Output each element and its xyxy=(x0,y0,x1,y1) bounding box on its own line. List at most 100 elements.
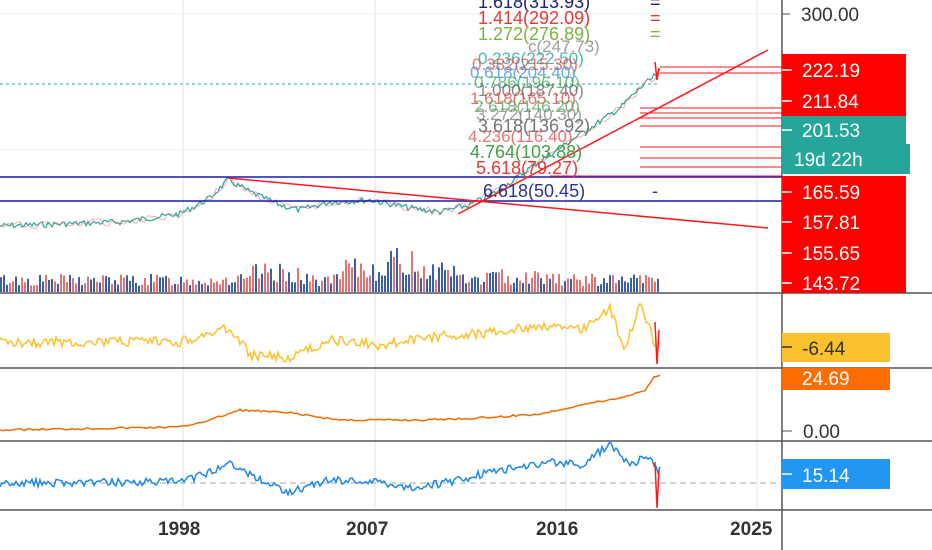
volume-bar xyxy=(345,259,347,292)
volume-bar xyxy=(297,267,299,292)
zero-label: 0.00 xyxy=(803,422,840,443)
volume-bar xyxy=(444,270,446,292)
svg-text:1.618(165.10): 1.618(165.10) xyxy=(470,89,576,108)
volume-bar xyxy=(435,279,437,292)
volume-bar xyxy=(183,282,185,292)
svg-text:2025: 2025 xyxy=(730,519,773,540)
svg-text:4.236(116.40): 4.236(116.40) xyxy=(468,127,573,146)
volume-bar xyxy=(81,285,83,292)
volume-bar xyxy=(138,285,140,292)
volume-bar xyxy=(597,286,599,292)
volume-bar xyxy=(531,277,533,292)
svg-text:157.81: 157.81 xyxy=(802,213,860,234)
volume-bar xyxy=(432,264,434,292)
volume-bar xyxy=(495,272,497,292)
pane-separators xyxy=(0,292,932,511)
volume-bar xyxy=(471,278,473,292)
volume-bar xyxy=(33,285,35,292)
volume-bar xyxy=(366,277,368,292)
svg-text:15.14: 15.14 xyxy=(802,466,850,487)
volume-bar xyxy=(117,284,119,292)
price-badges: 222.19 211.84 201.53 19d 22h 165.59 157.… xyxy=(782,54,910,295)
svg-text:2.618(146.20): 2.618(146.20) xyxy=(474,97,580,116)
volume-bar xyxy=(108,277,110,292)
volume-bar xyxy=(423,266,425,292)
volume-bar xyxy=(102,275,104,292)
volume-bar xyxy=(636,278,638,292)
volume-bar xyxy=(15,276,17,292)
volume-bar xyxy=(447,269,449,292)
volume-bar xyxy=(462,274,464,292)
volume-bar xyxy=(69,274,71,292)
volume-bar xyxy=(75,283,77,292)
volume-bar xyxy=(573,274,575,292)
volume-bar xyxy=(318,285,320,292)
svg-text:1998: 1998 xyxy=(158,519,200,540)
volume-bar xyxy=(504,283,506,292)
volume-bar xyxy=(360,263,362,292)
volume-bar xyxy=(411,251,413,292)
volume-bar xyxy=(177,284,179,292)
volume-bar xyxy=(552,273,554,292)
volume-bar xyxy=(285,281,287,292)
volume-bar xyxy=(54,281,56,292)
volume-bar xyxy=(114,280,116,292)
volume-bar xyxy=(189,285,191,292)
volume-bar xyxy=(264,263,266,292)
volume-bar xyxy=(378,272,380,292)
volume-bar xyxy=(231,282,233,292)
svg-text:1.000(187.40): 1.000(187.40) xyxy=(478,81,584,100)
volume-bar xyxy=(123,277,125,292)
volume-bar xyxy=(0,277,2,292)
volume-bar xyxy=(417,271,419,292)
volume-bar xyxy=(90,279,92,292)
volume-bar xyxy=(144,278,146,292)
volume-bar xyxy=(63,275,65,292)
fib-label: 4.764(103.88) xyxy=(470,142,582,162)
end-spikes xyxy=(654,61,660,509)
volume-bar xyxy=(558,273,560,292)
volume-bar xyxy=(339,279,341,292)
volume-bar xyxy=(240,274,242,292)
fib-labels: 1.618(313.93) = 1.414(292.09) = 1.272(27… xyxy=(470,0,661,201)
volume-bar xyxy=(426,279,428,292)
volume-bar xyxy=(351,267,353,292)
svg-text:143.72: 143.72 xyxy=(802,274,860,295)
volume-bar xyxy=(615,282,617,292)
volume-bar xyxy=(363,270,365,292)
volume-bar xyxy=(66,282,68,292)
volume-bar xyxy=(567,278,569,292)
volume-bar xyxy=(246,277,248,292)
volume-bar xyxy=(9,283,11,292)
volume-bar xyxy=(279,263,281,292)
volume-bar xyxy=(627,282,629,292)
svg-text:19d 22h: 19d 22h xyxy=(794,150,863,171)
volume-bar xyxy=(159,277,161,292)
volume-bar xyxy=(534,271,536,292)
volume-bar xyxy=(456,275,458,292)
volume-bar xyxy=(72,278,74,292)
svg-text:155.65: 155.65 xyxy=(802,244,860,265)
fib-label-cluster: 0.236(222.50) 0.382(215.30) 0.618(204.40… xyxy=(468,37,600,146)
volume-bar xyxy=(48,279,50,292)
volume-bar xyxy=(306,273,308,292)
volume-bar xyxy=(153,281,155,292)
volume-bar xyxy=(450,276,452,292)
volume-bar xyxy=(564,281,566,292)
volume-bar xyxy=(603,278,605,292)
cumulative-badge: 24.69 xyxy=(782,368,890,390)
volume-bar xyxy=(498,272,500,292)
fib-label: 3.618(136.92) xyxy=(478,116,590,136)
volume-bar xyxy=(522,283,524,292)
volume-bar xyxy=(249,275,251,292)
volume-bar xyxy=(645,275,647,292)
volume-bar xyxy=(180,276,182,292)
volume-bar xyxy=(546,274,548,292)
volume-bar xyxy=(519,280,521,292)
volume-bar xyxy=(606,282,608,292)
price-badge: 143.72 xyxy=(782,269,906,295)
volume-bar xyxy=(42,281,44,292)
svg-text:201.53: 201.53 xyxy=(802,121,860,142)
volume-bar xyxy=(213,282,215,292)
